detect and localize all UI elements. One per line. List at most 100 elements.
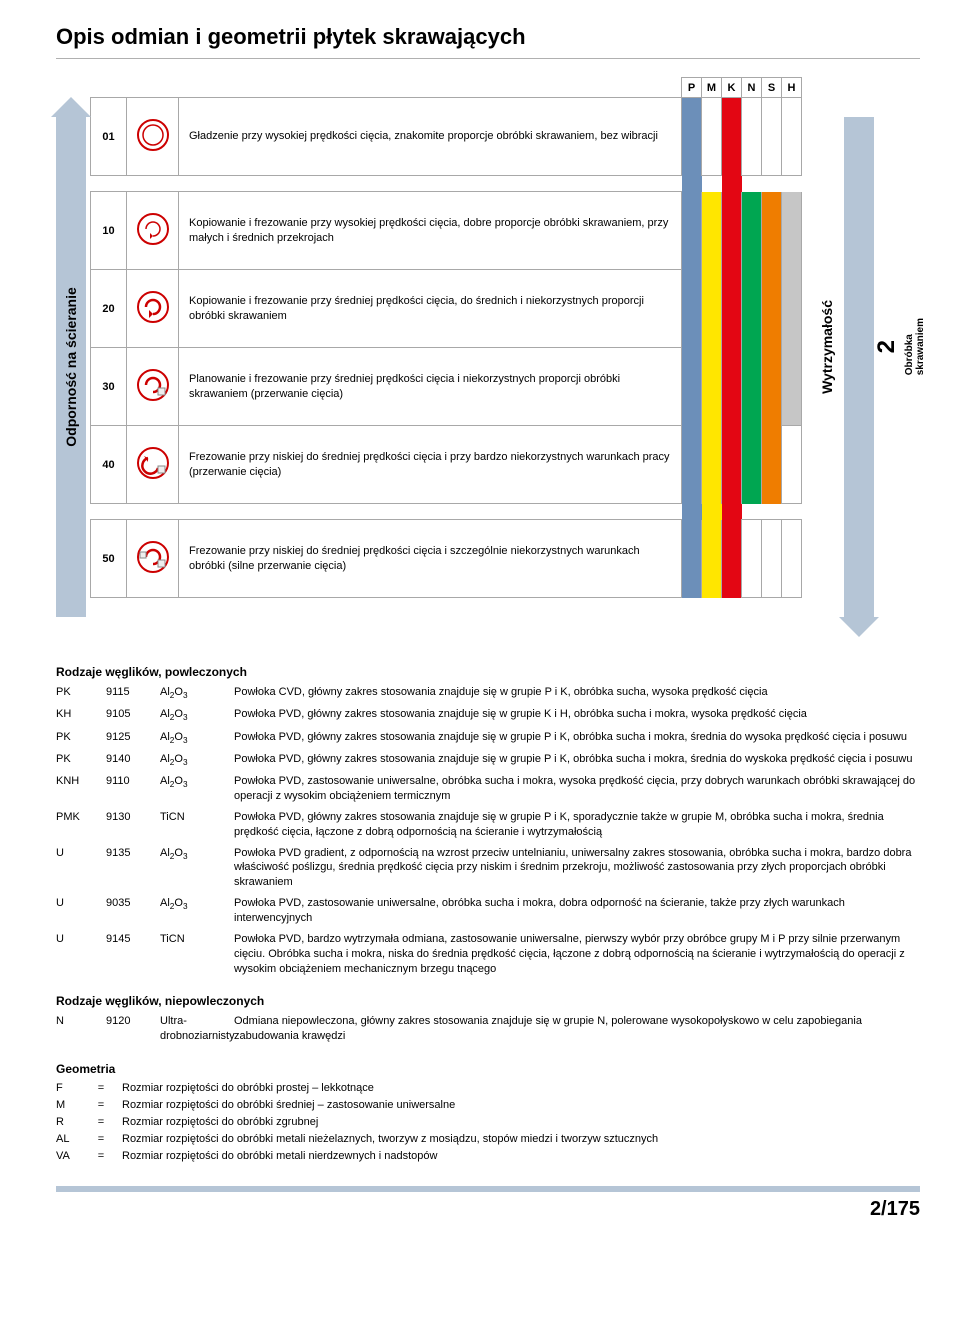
bar-S bbox=[762, 520, 782, 598]
bar-K bbox=[722, 348, 742, 426]
insert-icon bbox=[127, 520, 179, 598]
list-item: PK9125Al2O3Powłoka PVD, główny zakres st… bbox=[56, 730, 920, 746]
col-material: TiCN bbox=[160, 932, 220, 977]
bar-P bbox=[682, 348, 702, 426]
table-row: 30Planowanie i frezowanie przy średniej … bbox=[91, 348, 802, 426]
insert-icon bbox=[127, 348, 179, 426]
geom-code: F bbox=[56, 1082, 80, 1094]
col-material: Ultra-drobnoziarnisty bbox=[160, 1014, 220, 1044]
col-material: Al2O3 bbox=[160, 685, 220, 701]
bar-N bbox=[742, 192, 762, 270]
row-code: 50 bbox=[91, 520, 127, 598]
col-desc: Powłoka PVD, zastosowanie uniwersalne, o… bbox=[234, 774, 920, 804]
table-row: 01Gładzenie przy wysokiej prędkości cięc… bbox=[91, 98, 802, 176]
bar-M bbox=[702, 426, 722, 504]
table-row: 50 Frezowanie przy niskiej do średniej pr… bbox=[91, 520, 802, 598]
row-code: 10 bbox=[91, 192, 127, 270]
bar-S bbox=[762, 192, 782, 270]
col-code: 9115 bbox=[106, 685, 146, 701]
insert-icon bbox=[127, 426, 179, 504]
bar-N bbox=[742, 270, 762, 348]
col-code: 9120 bbox=[106, 1014, 146, 1044]
geometry-title: Geometria bbox=[56, 1062, 920, 1076]
row-desc: Frezowanie przy niskiej do średniej pręd… bbox=[179, 520, 682, 598]
col-code: 9035 bbox=[106, 896, 146, 926]
side-tab-number: 2 bbox=[873, 340, 901, 353]
col-code: 9105 bbox=[106, 707, 146, 723]
bar-H bbox=[782, 348, 802, 426]
geometry-table: P M K N S H 01Gładzenie przy wysokiej pr… bbox=[90, 77, 802, 598]
col-M: M bbox=[702, 78, 722, 98]
list-item: R=Rozmiar rozpiętości do obróbki zgrubne… bbox=[56, 1116, 920, 1128]
geom-code: R bbox=[56, 1116, 80, 1128]
col-N: N bbox=[742, 78, 762, 98]
col-code: 9140 bbox=[106, 752, 146, 768]
carbide-coated-title: Rodzaje węglików, powleczonych bbox=[56, 665, 920, 679]
geom-desc: Rozmiar rozpiętości do obróbki metali ni… bbox=[122, 1133, 920, 1145]
col-S: S bbox=[762, 78, 782, 98]
insert-icon bbox=[127, 192, 179, 270]
bar-H bbox=[782, 192, 802, 270]
geom-code: VA bbox=[56, 1150, 80, 1162]
side-tab: 2 Obróbkaskrawaniem bbox=[878, 77, 920, 617]
list-item: M=Rozmiar rozpiętości do obróbki średnie… bbox=[56, 1099, 920, 1111]
col-material: Al2O3 bbox=[160, 707, 220, 723]
list-item: N9120Ultra-drobnoziarnistyOdmiana niepow… bbox=[56, 1014, 920, 1044]
geom-code: AL bbox=[56, 1133, 80, 1145]
spacer-row bbox=[91, 176, 802, 192]
bar-P bbox=[682, 520, 702, 598]
header-row: P M K N S H bbox=[91, 78, 802, 98]
bar-M bbox=[702, 270, 722, 348]
col-K: K bbox=[722, 78, 742, 98]
geom-code: M bbox=[56, 1099, 80, 1111]
bar-K bbox=[722, 192, 742, 270]
bar-M bbox=[702, 98, 722, 176]
bar-H bbox=[782, 426, 802, 504]
col-code: 9130 bbox=[106, 810, 146, 840]
col-code: 9110 bbox=[106, 774, 146, 804]
col-group: PK bbox=[56, 752, 92, 768]
col-P: P bbox=[682, 78, 702, 98]
bar-P bbox=[682, 192, 702, 270]
bar-N bbox=[742, 426, 762, 504]
carbide-coated-list: PK 9115 Al2O3 Powłoka CVD, główny zakres st… bbox=[56, 685, 920, 976]
row-desc: Gładzenie przy wysokiej prędkości cięcia… bbox=[179, 98, 682, 176]
insert-icon bbox=[127, 270, 179, 348]
col-desc: Powłoka PVD, główny zakres stosowania zn… bbox=[234, 707, 920, 723]
list-item: U9035Al2O3Powłoka PVD, zastosowanie uniw… bbox=[56, 896, 920, 926]
geometry-list: F=Rozmiar rozpiętości do obróbki prostej… bbox=[56, 1082, 920, 1162]
bar-S bbox=[762, 98, 782, 176]
bar-N bbox=[742, 98, 762, 176]
spacer-row bbox=[91, 504, 802, 520]
right-arrow: Wytrzymałość bbox=[814, 77, 840, 617]
page-title: Opis odmian i geometrii płytek skrawając… bbox=[56, 24, 920, 59]
col-material: Al2O3 bbox=[160, 730, 220, 746]
geometry-table-section: Odporność na ścieranie P M K N S H 01Gła… bbox=[56, 77, 920, 617]
list-item: PK9115Al2O3Powłoka CVD, główny zakres st… bbox=[56, 685, 920, 701]
row-code: 30 bbox=[91, 348, 127, 426]
bar-M bbox=[702, 348, 722, 426]
bar-K bbox=[722, 270, 742, 348]
left-arrow: Odporność na ścieranie bbox=[56, 77, 86, 617]
col-desc: Powłoka PVD, główny zakres stosowania zn… bbox=[234, 730, 920, 746]
col-H: H bbox=[782, 78, 802, 98]
list-item: U9145TiCNPowłoka PVD, bardzo wytrzymała … bbox=[56, 932, 920, 977]
row-desc: Frezowanie przy niskiej do średniej pręd… bbox=[179, 426, 682, 504]
bar-K bbox=[722, 520, 742, 598]
col-material: Al2O3 bbox=[160, 846, 220, 891]
geom-eq: = bbox=[94, 1150, 108, 1162]
col-desc: Powłoka CVD, główny zakres stosowania zn… bbox=[234, 685, 920, 701]
col-desc: Powłoka PVD gradient, z odpornością na w… bbox=[234, 846, 920, 891]
col-group: U bbox=[56, 896, 92, 926]
col-code: 9135 bbox=[106, 846, 146, 891]
row-desc: Kopiowanie i frezowanie przy wysokiej pr… bbox=[179, 192, 682, 270]
list-item: VA=Rozmiar rozpiętości do obróbki metali… bbox=[56, 1150, 920, 1162]
insert-icon bbox=[127, 98, 179, 176]
geom-eq: = bbox=[94, 1082, 108, 1094]
col-code: 9125 bbox=[106, 730, 146, 746]
list-item: PK9140Al2O3Powłoka PVD, główny zakres st… bbox=[56, 752, 920, 768]
col-material: Al2O3 bbox=[160, 896, 220, 926]
bar-H bbox=[782, 520, 802, 598]
col-desc: Odmiana niepowleczona, główny zakres sto… bbox=[234, 1014, 920, 1044]
geom-desc: Rozmiar rozpiętości do obróbki zgrubnej bbox=[122, 1116, 920, 1128]
